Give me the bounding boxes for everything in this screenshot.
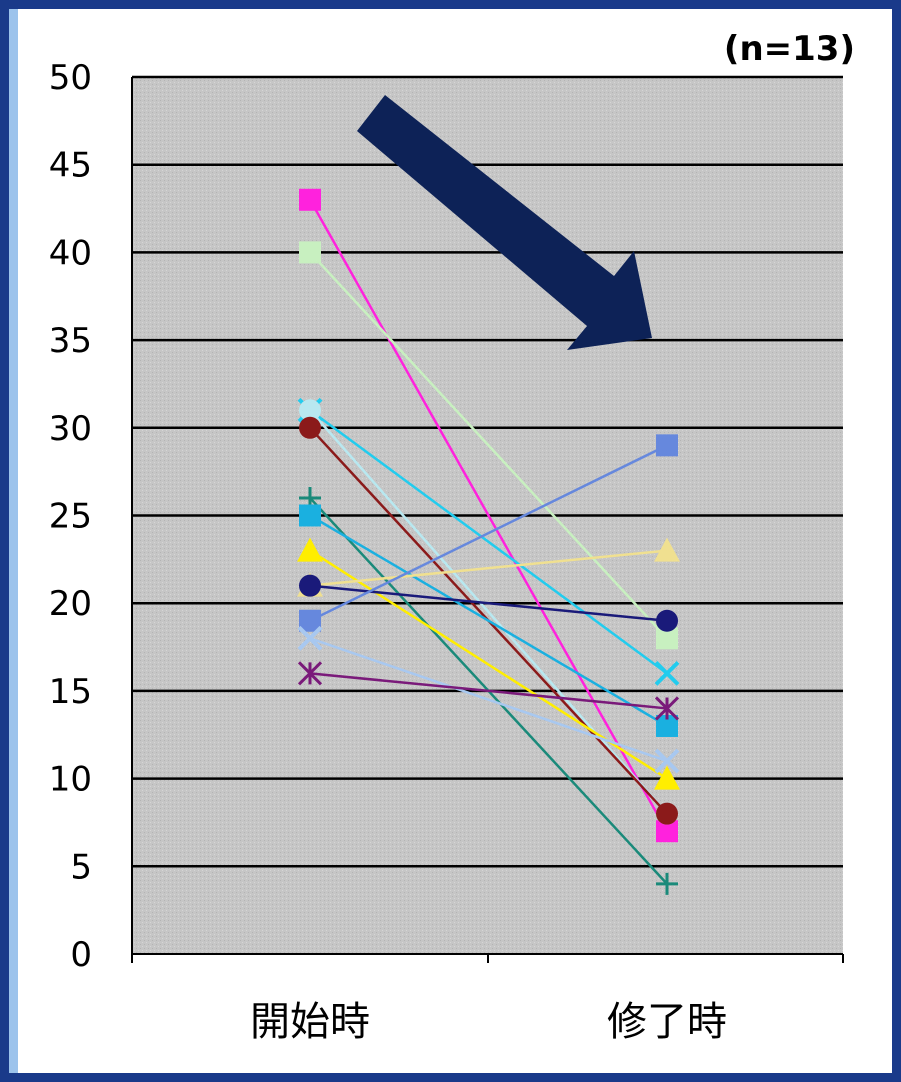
series-line — [309, 549, 668, 587]
x-axis-category-labels: 開始時 修了時 — [250, 999, 727, 1045]
series-group — [299, 188, 678, 843]
series-group — [299, 241, 678, 650]
data-point-marker — [656, 872, 678, 895]
y-tick-label: 45 — [49, 146, 92, 186]
data-point-marker — [297, 537, 323, 562]
data-point-marker — [299, 504, 321, 527]
data-point-marker — [654, 696, 680, 721]
data-point-marker — [656, 802, 678, 825]
data-point-marker — [656, 714, 678, 737]
data-point-marker — [297, 625, 323, 651]
y-tick-label: 35 — [49, 321, 92, 361]
data-point-marker — [299, 574, 321, 597]
series-group — [299, 574, 678, 632]
data-point-marker — [654, 660, 680, 686]
series-line — [309, 251, 668, 640]
y-tick-label: 30 — [49, 409, 92, 449]
series-line — [309, 409, 668, 815]
data-point-marker — [656, 609, 678, 632]
y-tick-label: 25 — [49, 497, 92, 537]
y-tick-label: 20 — [49, 584, 92, 624]
sample-size-annotation: (n=13) — [724, 29, 855, 69]
data-point-marker — [299, 399, 321, 422]
series-group — [297, 625, 680, 774]
series-line — [309, 514, 668, 728]
series-line — [308, 199, 669, 832]
data-point-marker — [299, 241, 321, 264]
series-line — [309, 672, 668, 710]
y-tick-label: 50 — [49, 58, 92, 98]
axes — [131, 77, 844, 963]
series-line — [309, 637, 668, 763]
data-point-marker — [299, 609, 321, 632]
x-category-label: 開始時 — [250, 999, 370, 1045]
series-line — [309, 444, 668, 622]
y-tick-label: 10 — [49, 760, 92, 800]
data-point-marker — [654, 765, 680, 790]
y-tick-label: 0 — [70, 935, 92, 975]
series-line — [309, 409, 668, 675]
series-group — [299, 504, 678, 737]
data-point-marker — [654, 748, 680, 774]
series-group — [299, 434, 678, 632]
data-point-marker — [656, 627, 678, 650]
data-point-marker — [656, 820, 678, 843]
y-tick-label: 15 — [49, 672, 92, 712]
y-tick-label: 40 — [49, 233, 92, 273]
data-point-marker — [656, 434, 678, 457]
data-point-marker — [654, 537, 680, 562]
data-point-marker — [299, 416, 321, 439]
data-series — [297, 188, 680, 895]
x-category-label: 修了時 — [607, 999, 727, 1045]
series-group — [297, 661, 680, 721]
data-point-marker — [299, 188, 321, 211]
trend-down-arrow — [357, 95, 652, 350]
y-tick-label: 5 — [70, 847, 92, 887]
data-point-marker — [297, 661, 323, 686]
y-axis-tick-labels: 0 5 10 15 20 25 30 35 40 45 50 — [49, 58, 92, 975]
